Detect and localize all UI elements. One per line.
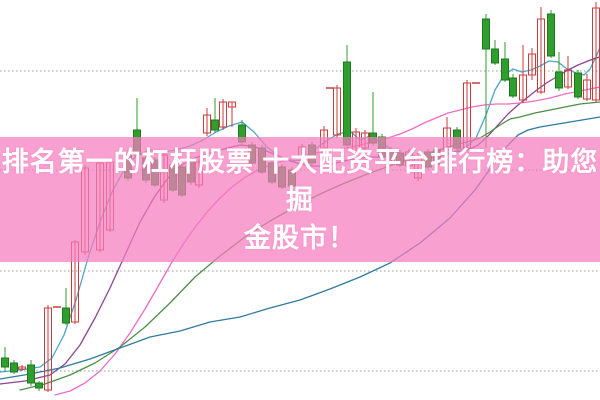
candle-body-up (333, 87, 341, 136)
candle-body-down (491, 48, 499, 64)
candle-body-down (433, 149, 441, 165)
candle-body-down (288, 169, 296, 187)
candle-body-up (228, 101, 236, 108)
candle-body-down (574, 72, 582, 98)
candle-body-down (396, 152, 404, 166)
candle-body-down (378, 136, 386, 158)
candle-body-down (268, 162, 276, 183)
candle-body-down (258, 147, 266, 173)
candle-body-down (133, 129, 141, 156)
candle-body-down (211, 119, 219, 131)
candle-body-up (71, 241, 79, 323)
candle-body-down (509, 77, 517, 97)
candle-body-down (1, 357, 9, 368)
candle-body-up (44, 307, 52, 391)
candle-body-down (10, 362, 18, 373)
candle-body-up (592, 7, 600, 101)
candle-body-up (219, 101, 227, 128)
candle-body-down (424, 151, 432, 168)
candle-body-down (555, 71, 563, 89)
candle-body-up (81, 167, 89, 253)
candle-body-up (537, 18, 545, 93)
candle-body-up (583, 79, 591, 100)
candle-body-down (387, 149, 395, 164)
candle-body-up (298, 146, 306, 159)
candle-body-down (501, 58, 509, 81)
candle-body-down (187, 159, 195, 183)
candle-body-down (35, 382, 43, 389)
candle-body-up (414, 157, 422, 179)
candle-body-down (124, 154, 132, 179)
candle-body-down (308, 144, 316, 164)
candle-body-down (142, 157, 150, 181)
candle-body-down (482, 18, 490, 50)
candle-body-down (178, 166, 186, 196)
candle-body-up (361, 132, 369, 149)
candle-body-up (564, 69, 572, 88)
candle-body-up (519, 74, 527, 101)
candle-body-up (195, 161, 203, 186)
candle-body-down (27, 364, 35, 384)
candle-body-down (547, 13, 555, 57)
candle-body-down (248, 144, 256, 164)
candle-body-down (151, 159, 159, 186)
candle-body-up (106, 161, 114, 231)
candle-body-up (352, 131, 360, 153)
candle-body-up (160, 154, 168, 201)
candle-body-down (278, 166, 286, 188)
candle-body-down (453, 129, 461, 149)
candle-body-up (443, 127, 451, 151)
candle-body-down (169, 164, 177, 191)
candle-body-up (96, 162, 104, 251)
ma-slowest-teal (0, 116, 600, 380)
candle-body-down (343, 61, 351, 146)
candle-body-up (203, 114, 211, 134)
candle-body-up (528, 53, 536, 76)
candle-body-up (463, 82, 471, 149)
candle-body-up (18, 366, 26, 370)
candle-body-down (238, 124, 246, 143)
candle-body-up (320, 129, 328, 149)
candle-body-up (405, 151, 413, 167)
ma-mid-purple (0, 56, 600, 385)
candle-body-down (62, 307, 70, 324)
candle-body-down (369, 132, 377, 144)
